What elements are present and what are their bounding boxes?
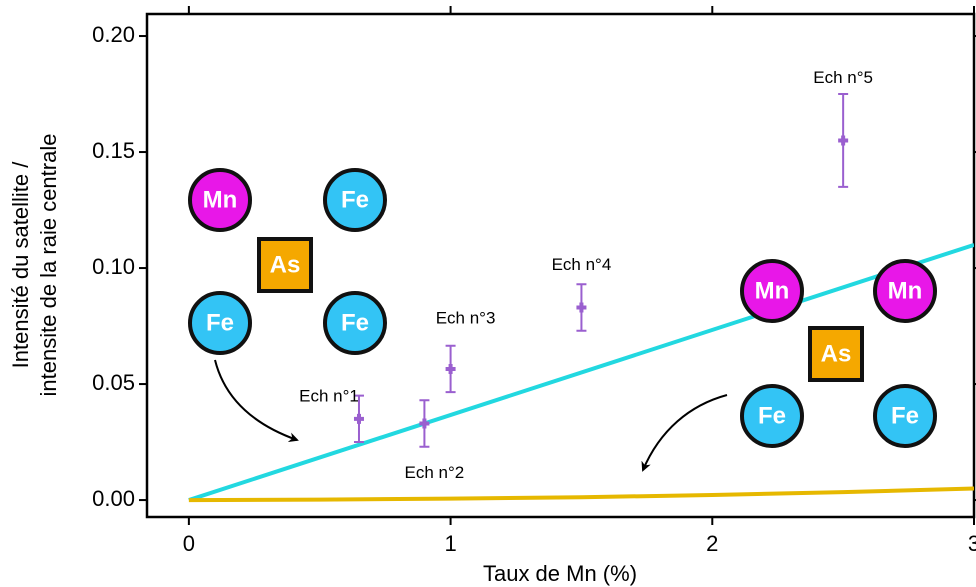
line bbox=[188, 242, 974, 502]
plot-area bbox=[188, 93, 974, 503]
atom-circle bbox=[188, 168, 252, 232]
atom-circle bbox=[323, 168, 387, 232]
atom-label: Mn bbox=[755, 277, 790, 304]
y-tick-label: 0.00 bbox=[92, 486, 135, 511]
y-axis-label: intensite de la raie centrale bbox=[36, 134, 61, 397]
point-label: Ech n°4 bbox=[552, 255, 612, 274]
x-tick-label: 1 bbox=[444, 531, 456, 556]
point bbox=[576, 302, 587, 313]
atom-circle bbox=[740, 384, 804, 448]
atom-circle bbox=[873, 259, 937, 323]
point-label: Ech n°5 bbox=[813, 68, 873, 87]
arrow bbox=[641, 394, 728, 472]
atom-circle bbox=[740, 259, 804, 323]
atom-circle bbox=[323, 291, 387, 355]
atom-square bbox=[808, 326, 864, 382]
point-label: Ech n°3 bbox=[436, 308, 496, 327]
line bbox=[188, 486, 974, 503]
point bbox=[445, 363, 456, 374]
atom-label: Fe bbox=[758, 402, 786, 429]
x-tick-label: 0 bbox=[183, 531, 195, 556]
atom-circle bbox=[188, 291, 252, 355]
plot-frame bbox=[145, 12, 976, 519]
atom-label: As bbox=[270, 251, 301, 278]
point-label: Ech n°2 bbox=[405, 463, 465, 482]
atom-label: Fe bbox=[891, 402, 919, 429]
y-axis-label: Intensité du satellite / bbox=[8, 161, 33, 369]
atom-label: Fe bbox=[206, 309, 234, 336]
y-tick-label: 0.20 bbox=[92, 22, 135, 47]
x-tick-label: 3 bbox=[968, 531, 976, 556]
atom-circle bbox=[873, 384, 937, 448]
y-tick-label: 0.10 bbox=[92, 254, 135, 279]
y-tick-label: 0.05 bbox=[92, 370, 135, 395]
atom-square bbox=[257, 237, 313, 293]
x-axis-label: Taux de Mn (%) bbox=[483, 561, 637, 586]
x-tick-label: 2 bbox=[706, 531, 718, 556]
atom-label: Mn bbox=[203, 186, 238, 213]
point-label: Ech n°1 bbox=[299, 386, 359, 405]
atom-label: Fe bbox=[341, 186, 369, 213]
point bbox=[419, 418, 430, 429]
atom-label: As bbox=[821, 340, 852, 367]
point bbox=[353, 413, 364, 424]
arrow bbox=[214, 359, 299, 443]
point bbox=[838, 135, 849, 146]
atom-label: Mn bbox=[888, 277, 923, 304]
atom-label: Fe bbox=[341, 309, 369, 336]
y-tick-label: 0.15 bbox=[92, 138, 135, 163]
